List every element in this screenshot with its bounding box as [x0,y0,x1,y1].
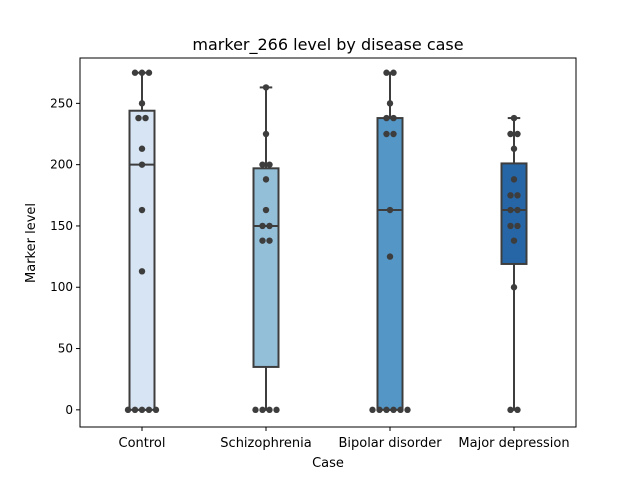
data-point [259,222,266,230]
x-tick-label: Bipolar disorder [338,436,442,451]
data-point [510,114,518,122]
data-point [514,130,521,138]
data-point [262,206,270,214]
box-bipolar-disorder [376,117,404,411]
data-point [376,406,383,414]
data-point [138,100,146,107]
y-axis-label: Marker level [24,203,39,283]
data-point [390,69,397,76]
data-point [152,406,160,414]
data-point [145,69,153,76]
data-point [386,253,394,260]
data-point [386,100,394,107]
data-point [507,222,514,230]
data-point [131,406,139,414]
data-point [124,406,132,414]
data-point [507,192,514,199]
y-tick-label: 200 [50,158,73,172]
data-point [262,84,270,91]
data-point [507,406,514,414]
data-point [383,114,390,122]
data-point [138,145,146,152]
data-point [252,406,259,414]
data-point [510,176,518,183]
data-point [259,237,266,244]
x-tick-label: Major depression [458,436,569,451]
data-point [514,406,521,414]
x-axis-label: Case [312,456,344,471]
data-point [273,406,280,414]
y-tick-label: 0 [65,403,73,417]
data-point [404,406,411,414]
data-point [383,130,390,138]
data-point [138,268,146,275]
data-point [514,206,521,214]
data-point [138,206,146,214]
box-schizophrenia [252,167,280,368]
plot-area: 0 50 100 150 200 250 Control Schizophrenia Bipol… [50,57,577,451]
data-point [138,161,146,168]
data-point [259,161,266,168]
data-point [266,161,273,168]
data-point [135,114,142,122]
data-point [142,114,149,122]
data-point [390,406,397,414]
data-point [510,145,518,152]
y-tick-label: 100 [50,280,73,294]
data-point [131,69,139,76]
chart-title: marker_266 level by disease case [192,35,463,55]
data-point [138,69,146,76]
x-tick-label: Control [119,436,166,451]
plot-frame [79,57,577,428]
data-point [262,176,270,183]
data-point [266,406,273,414]
data-point [510,237,518,244]
y-tick-label: 250 [50,96,73,110]
data-point [386,206,394,214]
y-tick-label: 50 [58,342,73,356]
data-point [514,222,521,230]
data-point [266,237,273,244]
data-point [507,130,514,138]
data-point [510,284,518,291]
data-point [369,406,376,414]
data-point [383,406,390,414]
data-point [262,130,270,138]
data-point [266,222,273,230]
data-point [514,192,521,199]
box-control [128,109,156,411]
x-tick-label: Schizophrenia [220,436,311,451]
data-point [390,114,397,122]
data-point [390,130,397,138]
data-point [397,406,404,414]
data-point [507,206,514,214]
data-point [383,69,390,76]
data-point [259,406,266,414]
data-point [138,406,146,414]
y-tick-label: 150 [50,219,73,233]
data-point [145,406,153,414]
